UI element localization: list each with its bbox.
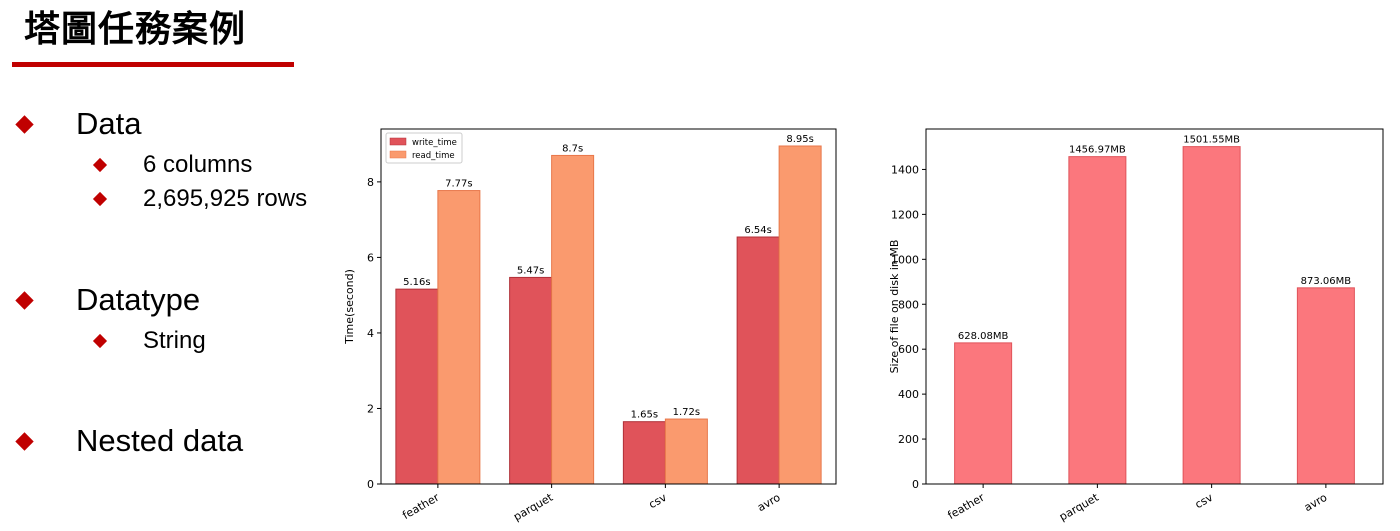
y-tick-label: 1400 (891, 163, 919, 176)
x-tick-label: feather (400, 491, 442, 522)
bar-size-parquet (1068, 156, 1127, 485)
bar-size-feather (954, 342, 1013, 485)
bullet-datatype: Datatype (15, 282, 201, 318)
y-tick-label: 6 (367, 251, 374, 264)
y-tick-label: 2 (367, 402, 374, 415)
bullet-text: 2,695,925 rows (143, 185, 308, 212)
data-label: 1.65s (631, 410, 658, 421)
legend-label: read_time (412, 151, 455, 161)
data-label: 1501.55MB (1183, 135, 1240, 146)
bar-size-csv (1182, 146, 1241, 485)
title-underline (12, 62, 294, 67)
y-tick-label: 200 (898, 433, 919, 446)
x-tick-label: avro (1302, 491, 1330, 515)
plot-frame (925, 128, 1384, 485)
bullet-data: Data (15, 106, 142, 142)
bar-read_time-feather (437, 190, 481, 485)
data-label: 628.08MB (958, 331, 1009, 342)
x-tick-label: feather (946, 491, 988, 522)
x-tick-label: csv (1193, 491, 1216, 512)
bar-read_time-csv (664, 418, 708, 485)
bullet-text: Nested data (76, 423, 244, 458)
slide-title: 塔圖任務案例 (24, 9, 247, 50)
bar-write_time-parquet (509, 276, 553, 485)
legend-swatch-read_time (389, 150, 407, 159)
data-label: 7.77s (445, 179, 472, 190)
x-tick-label: avro (755, 491, 783, 515)
bullet-text: 6 columns (143, 151, 253, 178)
y-tick-label: 800 (898, 298, 919, 311)
bullet-text: Data (76, 106, 142, 141)
bar-write_time-feather (395, 288, 439, 485)
data-label: 8.7s (562, 143, 583, 154)
data-label: 8.95s (786, 134, 813, 145)
plot-frame (380, 128, 837, 485)
y-tick-label: 1000 (891, 253, 919, 266)
bar-write_time-avro (736, 236, 780, 485)
data-label: 1456.97MB (1069, 145, 1126, 156)
data-label: 6.54s (744, 225, 771, 236)
y-tick-label: 0 (912, 478, 919, 491)
y-tick-label: 0 (367, 478, 374, 491)
legend-label: write_time (412, 138, 457, 148)
y-tick-label: 4 (367, 327, 374, 340)
x-tick-label: parquet (1057, 490, 1101, 523)
bullet-string: String (92, 327, 206, 355)
x-tick-label: parquet (511, 490, 555, 523)
bar-size-avro (1296, 287, 1355, 485)
bar-write_time-csv (622, 421, 666, 485)
bullet-text: String (143, 327, 206, 354)
y-tick-label: 400 (898, 388, 919, 401)
y-axis-label: Time(second) (343, 269, 356, 345)
y-tick-label: 1200 (891, 208, 919, 221)
bullet-rows: 2,695,925 rows (92, 185, 308, 213)
y-tick-label: 600 (898, 343, 919, 356)
x-tick-label: csv (647, 491, 670, 512)
bullet-text: Datatype (76, 282, 201, 317)
bar-read_time-avro (778, 145, 822, 485)
legend-swatch-write_time (389, 137, 407, 146)
bullet-nested: Nested data (15, 423, 244, 459)
data-label: 873.06MB (1301, 276, 1352, 287)
y-tick-label: 8 (367, 176, 374, 189)
y-axis-label: Size of file on disk in MB (888, 240, 901, 374)
bar-read_time-parquet (551, 154, 595, 485)
bullet-columns: 6 columns (92, 151, 253, 179)
data-label: 5.16s (403, 277, 430, 288)
data-label: 5.47s (517, 265, 544, 276)
data-label: 1.72s (673, 407, 700, 418)
